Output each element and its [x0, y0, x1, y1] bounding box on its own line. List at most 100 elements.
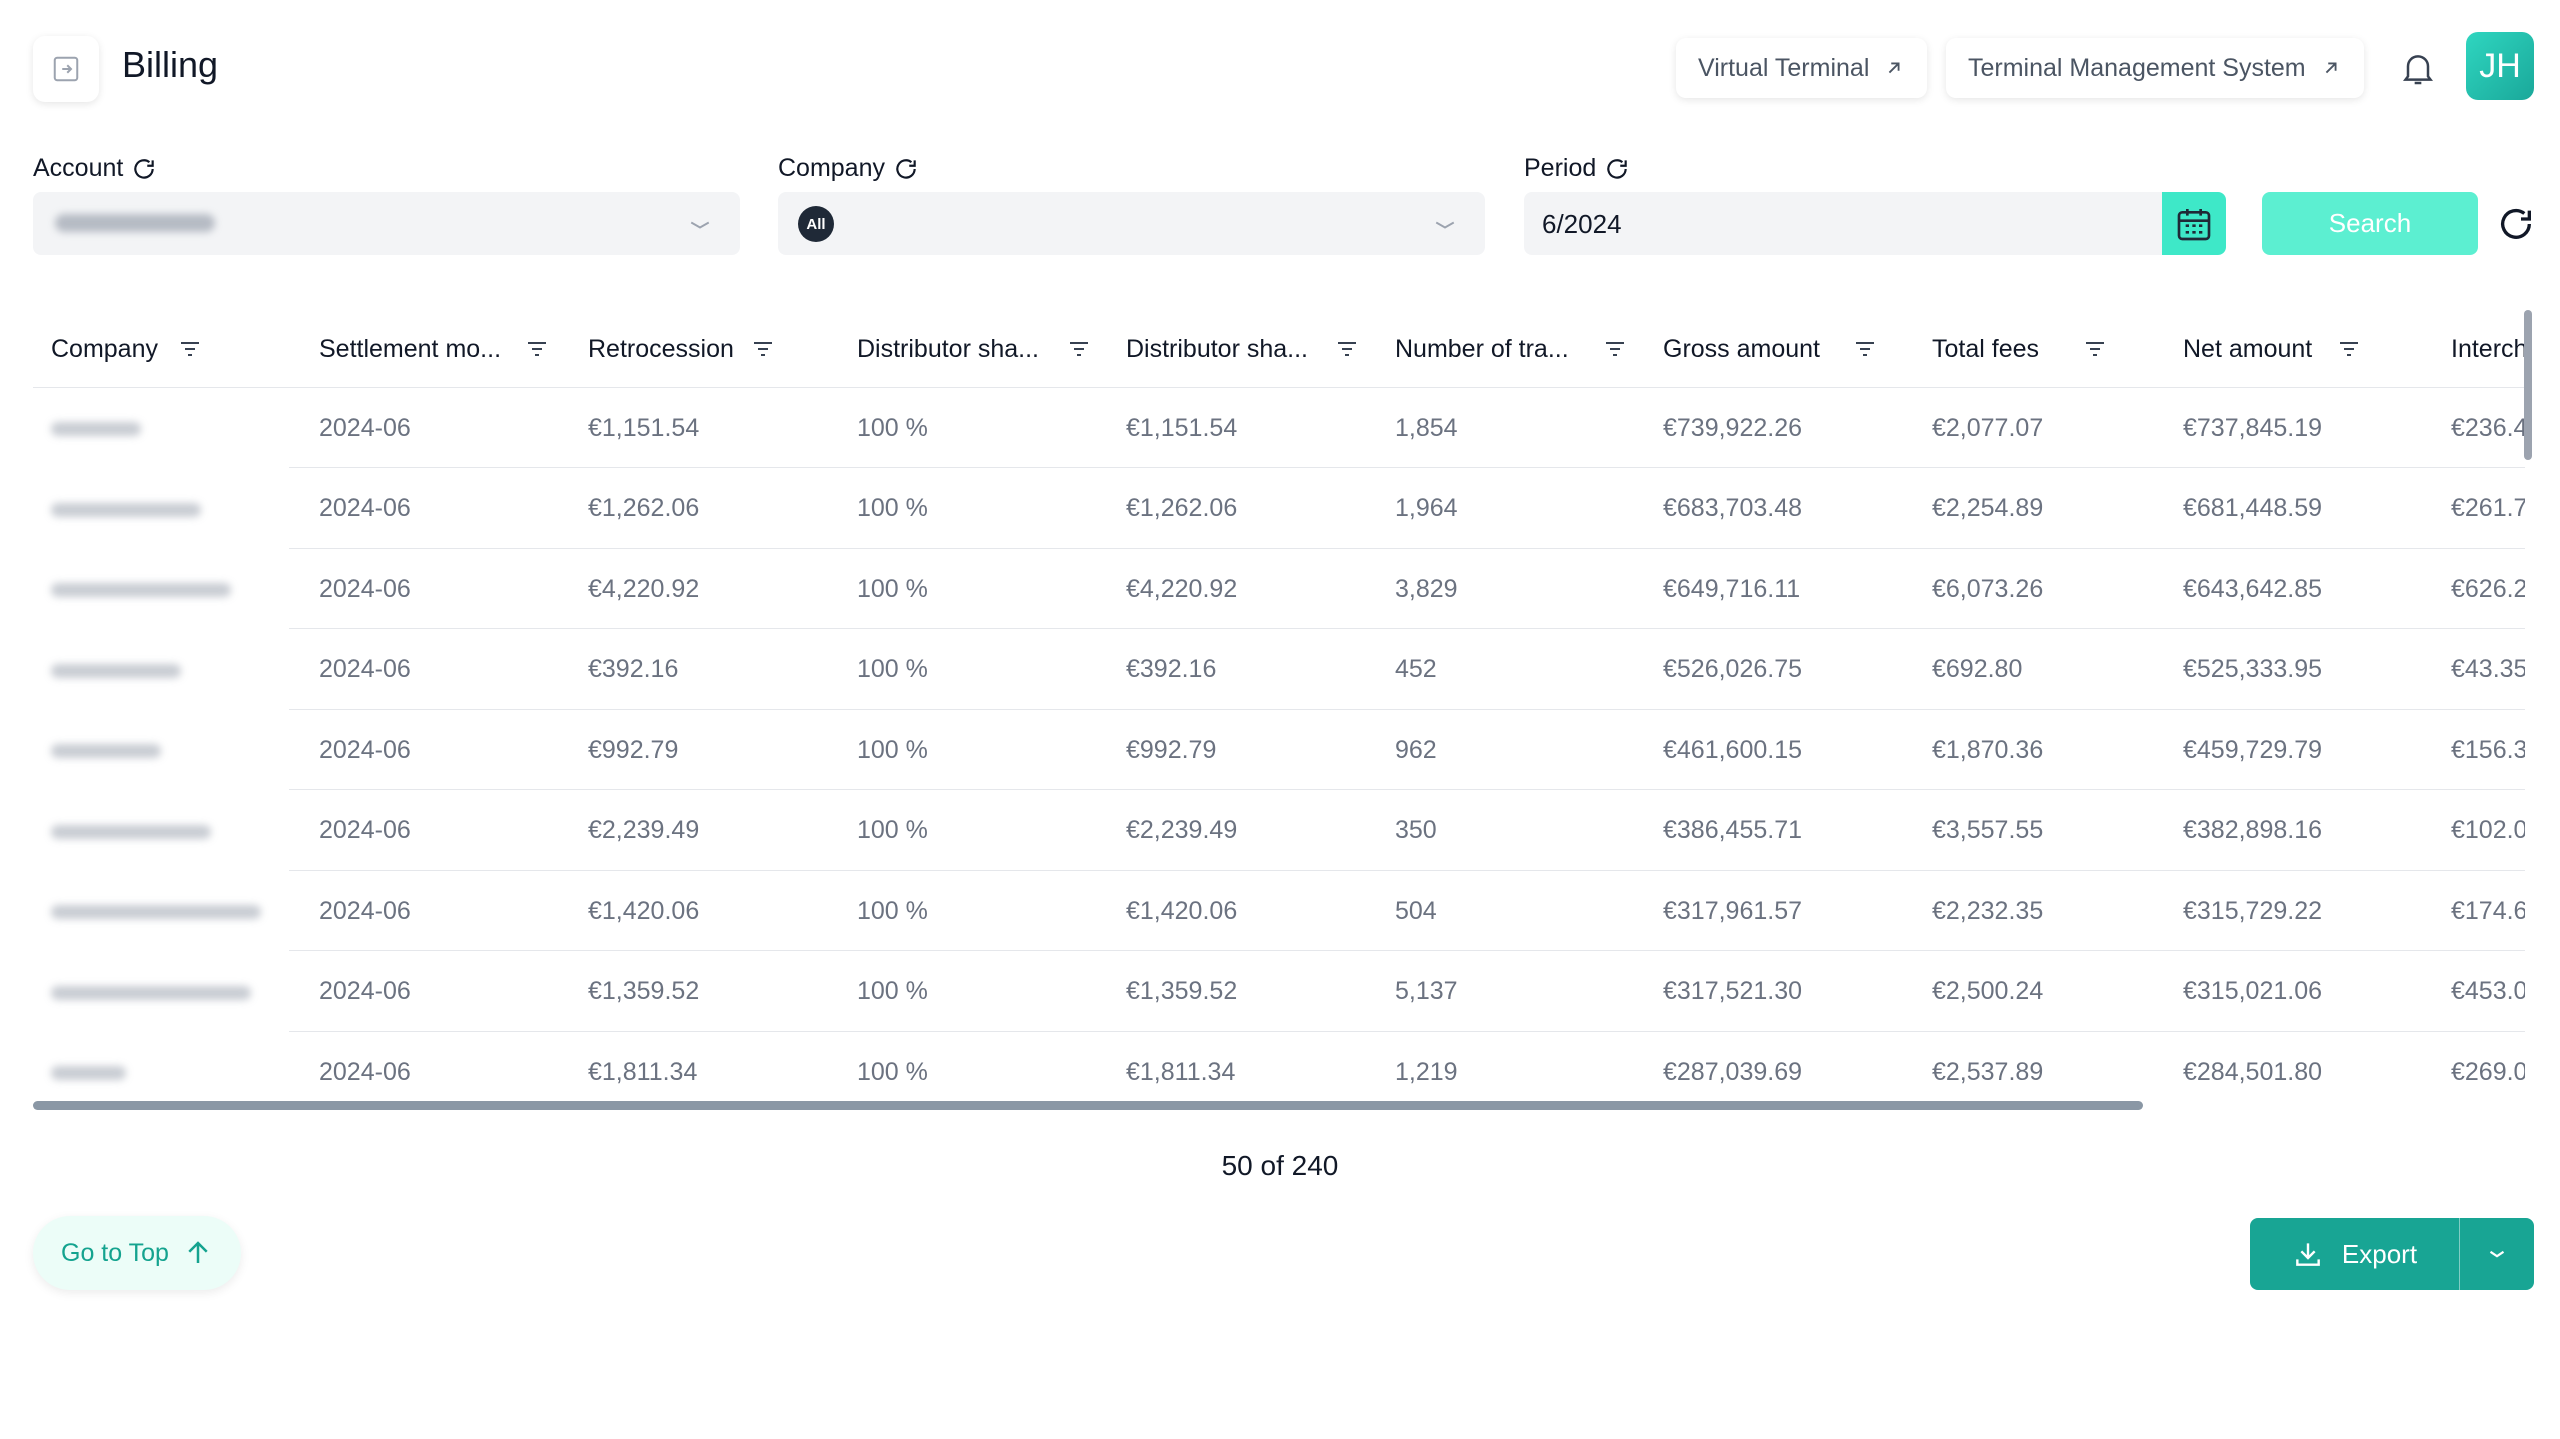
period-input[interactable]: 6/2024 — [1524, 192, 2164, 255]
table-cell: €317,961.57 — [1663, 896, 1803, 925]
table-cell: €1,151.54 — [1126, 413, 1238, 442]
export-button[interactable]: Export — [2250, 1218, 2460, 1290]
table-row[interactable]: 2024-06 €2,239.49 100 % €2,239.49 350 €386,45… — [33, 791, 2525, 871]
account-value-redacted — [55, 214, 215, 232]
row-divider — [289, 467, 2525, 468]
table-cell: 452 — [1395, 655, 1437, 683]
table-cell: €643,642.85 — [2183, 574, 2323, 603]
company-all-badge: All — [798, 206, 834, 242]
filter-icon[interactable] — [525, 337, 549, 361]
column-header[interactable]: Interch — [2451, 310, 2525, 388]
table-row[interactable]: 2024-06 €1,151.54 100 % €1,151.54 1,854 €739,… — [33, 388, 2525, 468]
table-cell: €2,239.49 — [1126, 816, 1238, 844]
column-header[interactable]: Total fees — [1932, 310, 2104, 388]
column-header-label: Total fees — [1932, 334, 2040, 363]
refresh-icon[interactable] — [1604, 156, 1630, 182]
column-header[interactable]: Company — [51, 310, 199, 388]
refresh-icon[interactable] — [893, 156, 919, 182]
table-row[interactable]: 2024-06 €1,811.34 100 % €1,811.34 1,219 €287,… — [33, 1032, 2525, 1100]
table-cell: €2,254.89 — [1932, 494, 2044, 522]
table-cell: €392.16 — [1126, 655, 1217, 683]
column-header-label: Gross amount — [1663, 334, 1821, 363]
table-cell: 2024-06 — [319, 494, 411, 522]
company-name-redacted — [51, 824, 211, 839]
table-cell: 962 — [1395, 735, 1437, 764]
company-label-text: Company — [778, 154, 885, 182]
account-select[interactable] — [33, 192, 740, 255]
period-label-text: Period — [1524, 154, 1597, 182]
tms-label: Terminal Management System — [1968, 53, 2306, 82]
table-cell: €1,262.06 — [1126, 494, 1238, 522]
company-name-redacted — [51, 905, 261, 919]
table-cell: €1,811.34 — [588, 1057, 698, 1086]
column-header[interactable]: Distributor sha... — [857, 310, 1088, 388]
table-row[interactable]: 2024-06 €392.16 100 % €392.16 452 €526,026.75… — [33, 630, 2525, 710]
table-row[interactable]: 2024-06 €1,359.52 100 % €1,359.52 5,137 €317,… — [33, 952, 2525, 1032]
table-row[interactable]: 2024-06 €992.79 100 % €992.79 962 €461,600.15… — [33, 710, 2525, 790]
column-header[interactable]: Net amount — [2183, 310, 2358, 388]
table-cell: 100 % — [857, 816, 928, 844]
table-cell: €4,220.92 — [588, 574, 700, 603]
user-avatar[interactable]: JH — [2466, 32, 2534, 100]
column-header[interactable]: Gross amount — [1663, 310, 1874, 388]
calendar-button[interactable] — [2162, 192, 2226, 255]
column-header-label: Company — [51, 334, 158, 363]
row-divider — [289, 628, 2525, 629]
company-select[interactable]: All — [778, 192, 1485, 255]
company-name-redacted — [51, 422, 141, 436]
search-button[interactable]: Search — [2262, 192, 2478, 255]
export-label: Export — [2341, 1238, 2418, 1269]
filter-icon[interactable] — [2083, 337, 2107, 361]
filter-icon[interactable] — [1335, 337, 1359, 361]
table-cell: €1,262.06 — [588, 494, 700, 522]
filter-icon[interactable] — [2337, 337, 2361, 361]
company-name-redacted — [51, 1066, 126, 1080]
column-header-label: Number of tra... — [1395, 334, 1569, 363]
column-header[interactable]: Number of tra... — [1395, 310, 1624, 388]
table-cell: €737,845.19 — [2183, 413, 2323, 442]
horizontal-scrollbar[interactable] — [33, 1101, 2143, 1110]
table-cell: €683,703.48 — [1663, 494, 1803, 522]
table-row[interactable]: 2024-06 €1,262.06 100 % €1,262.06 1,964 €683,… — [33, 469, 2525, 549]
reset-filters-icon[interactable] — [2496, 204, 2536, 244]
go-to-top-button[interactable]: Go to Top — [33, 1216, 241, 1290]
company-name-redacted — [51, 583, 231, 597]
company-filter-label: Company — [778, 154, 919, 183]
column-header-label: Net amount — [2183, 334, 2313, 363]
filter-icon[interactable] — [178, 337, 202, 361]
sidebar-toggle-button[interactable] — [33, 36, 99, 102]
table-cell: 504 — [1395, 896, 1437, 925]
refresh-icon[interactable] — [131, 156, 157, 182]
period-value: 6/2024 — [1542, 209, 1622, 239]
virtual-terminal-link[interactable]: Virtual Terminal — [1676, 38, 1928, 98]
row-divider — [289, 708, 2525, 710]
column-header[interactable]: Retrocession — [588, 310, 772, 388]
tms-link[interactable]: Terminal Management System — [1946, 38, 2364, 98]
header: Billing Virtual Terminal Terminal Manage… — [0, 0, 2560, 140]
table-cell: €992.79 — [1126, 735, 1217, 764]
external-link-icon — [1889, 62, 1900, 74]
filter-icon[interactable] — [1603, 337, 1627, 361]
table-cell: €1,359.52 — [1126, 977, 1238, 1005]
notifications-button[interactable] — [2390, 40, 2446, 96]
table-cell: €1,870.36 — [1932, 735, 2044, 764]
table-row[interactable]: 2024-06 €1,420.06 100 % €1,420.06 504 €317,96… — [33, 871, 2525, 951]
vertical-scrollbar[interactable] — [2524, 310, 2532, 460]
table-cell: 5,137 — [1395, 977, 1458, 1005]
filter-icon[interactable] — [1853, 337, 1877, 361]
table-row[interactable]: 2024-06 €4,220.92 100 % €4,220.92 3,829 €649,… — [33, 549, 2525, 629]
column-header[interactable]: Distributor sha... — [1126, 310, 1356, 388]
table-cell: €6,073.26 — [1932, 574, 2044, 603]
column-header[interactable]: Settlement mo... — [319, 310, 546, 388]
export-options-button[interactable] — [2460, 1218, 2534, 1290]
filter-icon[interactable] — [751, 337, 775, 361]
filter-icon[interactable] — [1067, 337, 1091, 361]
chevron-down-icon — [690, 221, 710, 229]
table-cell: €269.0 — [2451, 1057, 2525, 1086]
company-name-redacted — [51, 985, 251, 1000]
billing-table: Company Settlement mo... Retrocession Distr… — [33, 310, 2525, 1100]
table-cell: 1,964 — [1395, 494, 1458, 522]
table-cell: €649,716.11 — [1663, 574, 1801, 603]
table-cell: €526,026.75 — [1663, 655, 1803, 683]
table-cell: €1,151.54 — [588, 413, 700, 442]
